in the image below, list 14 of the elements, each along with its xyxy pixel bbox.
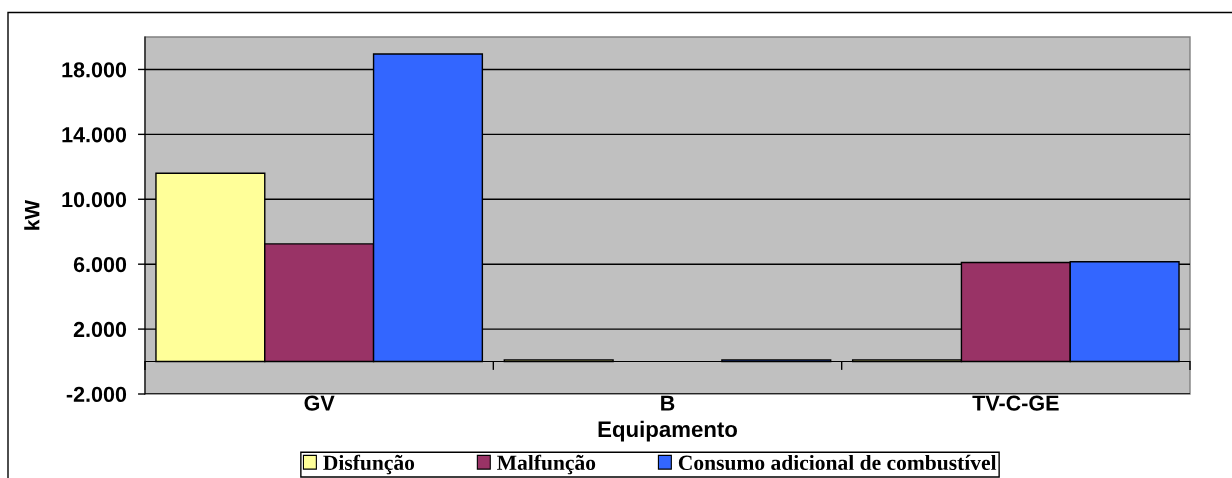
- y-tick-label: 14.000: [62, 127, 127, 143]
- y-tick-label: 18.000: [62, 62, 127, 78]
- x-tick-label: TV-C-GE: [972, 395, 1059, 411]
- x-axis-title: Equipamento: [598, 420, 738, 442]
- legend-label: Consumo adicional de combustível: [678, 454, 997, 471]
- legend-label: Disfunção: [323, 454, 415, 475]
- y-tick-label: 10.000: [62, 192, 127, 208]
- x-tick-label: GV: [304, 395, 335, 411]
- y-tick-label: -2.000: [66, 386, 127, 403]
- x-tick-label: B: [661, 395, 675, 411]
- y-tick-label: 2.000: [73, 321, 127, 338]
- y-tick-label: 6.000: [73, 256, 127, 273]
- y-axis-title: kW: [24, 199, 40, 230]
- legend-label: Malfunção: [497, 454, 596, 475]
